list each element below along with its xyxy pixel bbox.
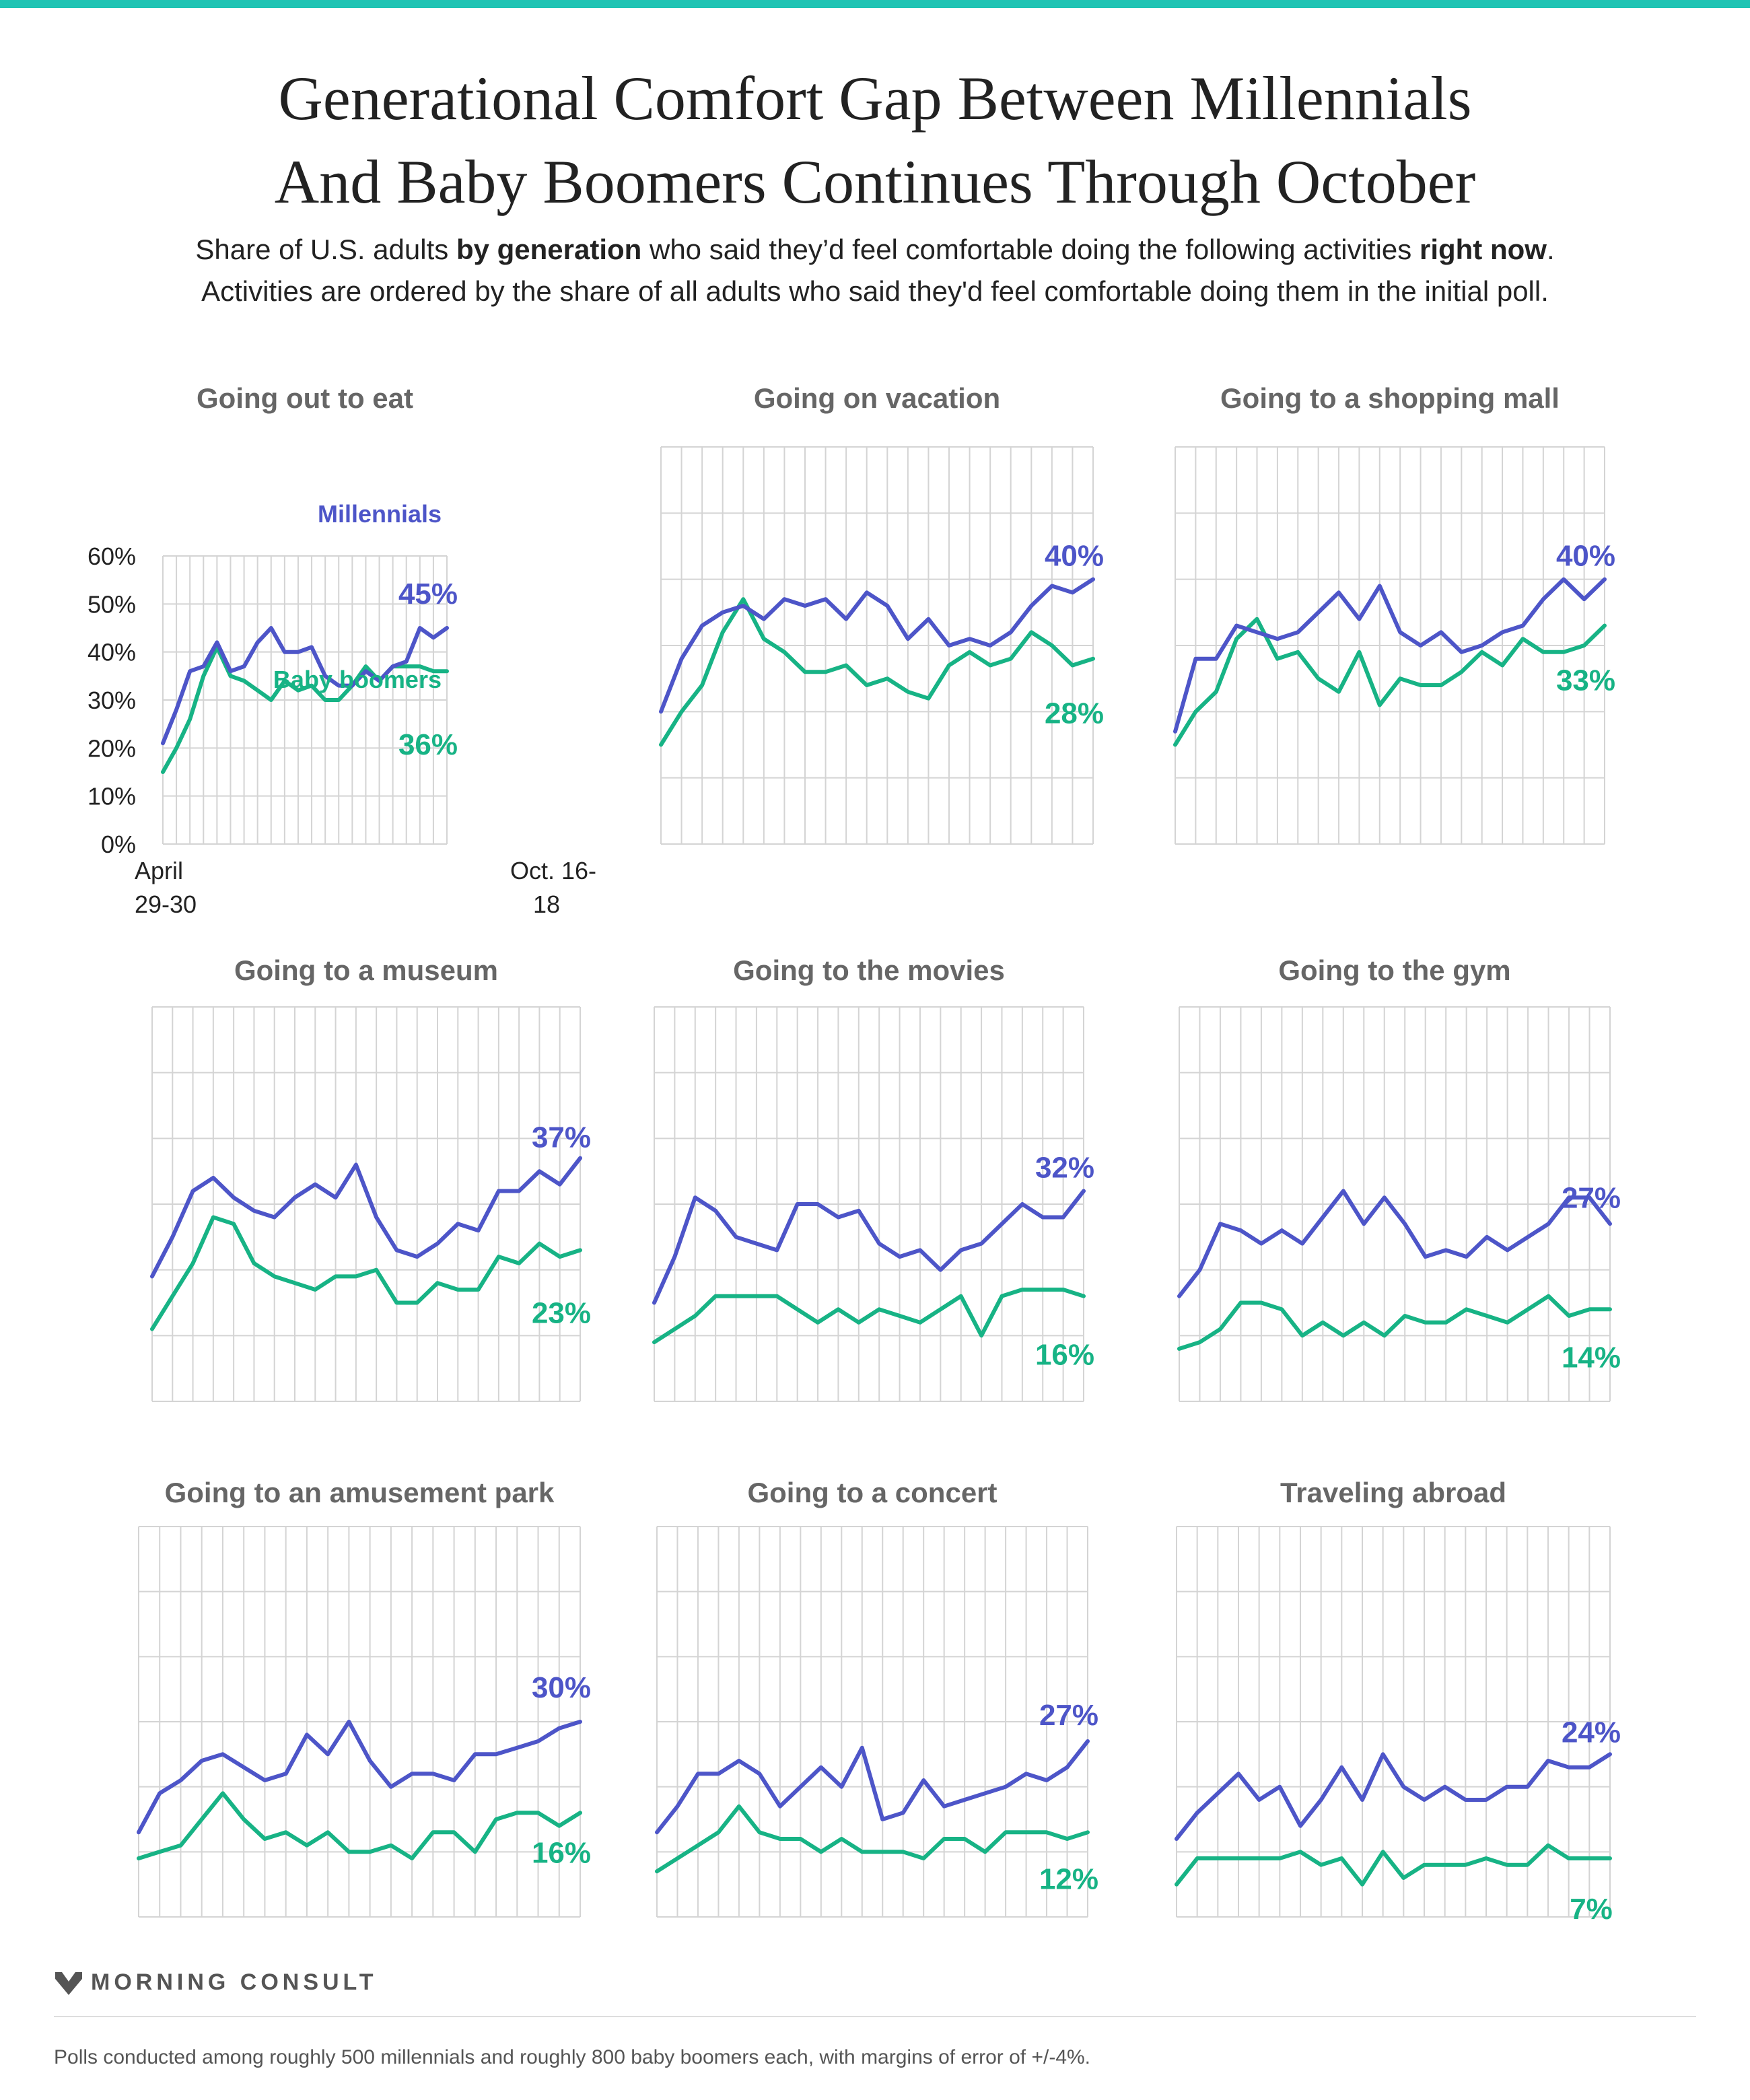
baby-boomers-line	[137, 1791, 582, 1860]
panel-title: Going to the gym	[1278, 954, 1510, 986]
subtitle-text: who said they’d feel comfortable doing t…	[641, 234, 1420, 265]
morning-consult-logo-icon	[55, 1972, 82, 1995]
millennials-line	[150, 1156, 582, 1279]
x-tick-label: Oct. 16-18	[510, 857, 596, 918]
panel-title: Going out to eat	[197, 382, 413, 414]
millennials-end-label: 45%	[398, 578, 458, 610]
chart-panel: Going out to eat 0% 10% 20% 30% 40% 50% 60% Apri…	[88, 382, 596, 918]
y-tick-label: 20%	[88, 734, 136, 762]
chart-panel: Going to the movies 16% 32%	[652, 954, 1094, 1402]
chart-panel: Going to the gym 14% 27%	[1177, 954, 1621, 1402]
millennials-series-label: Millennials	[318, 500, 442, 528]
baby-boomers-line	[1177, 1294, 1612, 1351]
brand-name: MORNING CONSULT	[91, 1969, 378, 1995]
y-tick-label: 10%	[88, 783, 136, 810]
chart-panel: Going to an amusement park 16% 30%	[137, 1477, 591, 1918]
panel-title: Going to a museum	[234, 954, 498, 986]
millennials-line	[655, 1739, 1090, 1835]
baby-boomers-line	[652, 1288, 1086, 1345]
millennials-line	[1173, 577, 1607, 734]
panel-title: Going on vacation	[754, 382, 1000, 414]
panel-title: Going to a concert	[747, 1477, 997, 1508]
subtitle-line-2: Activities are ordered by the share of a…	[201, 275, 1549, 307]
y-tick-label: 40%	[88, 639, 136, 666]
footnote: Polls conducted among roughly 500 millen…	[54, 2046, 1091, 2068]
millennials-end-label: 27%	[1562, 1181, 1621, 1214]
y-tick-label: 0%	[101, 831, 136, 858]
millennials-line	[1175, 1752, 1612, 1841]
baby-boomers-line	[161, 645, 449, 774]
millennials-line	[137, 1720, 582, 1835]
millennials-line	[659, 577, 1095, 714]
top-accent-bar	[0, 0, 1750, 8]
baby-boomers-series-label: Baby boomers	[273, 666, 442, 693]
baby-boomers-end-label: 36%	[398, 728, 458, 761]
baby-boomers-end-label: 7%	[1570, 1893, 1613, 1926]
millennials-end-label: 30%	[532, 1671, 591, 1704]
panel-title: Going to an amusement park	[165, 1477, 555, 1508]
chart-panel: Going to a shopping mall 33% 40%	[1173, 382, 1615, 845]
y-tick-label: 50%	[88, 590, 136, 618]
baby-boomers-end-label: 33%	[1556, 664, 1615, 697]
panel-title: Going to a shopping mall	[1220, 382, 1560, 414]
chart-title: Generational Comfort Gap Between Millenn…	[0, 57, 1750, 223]
millennials-end-label: 27%	[1039, 1699, 1098, 1732]
y-tick-label: 60%	[88, 542, 136, 570]
millennials-line	[652, 1189, 1086, 1305]
x-tick-label: April 29-30	[135, 857, 197, 918]
subtitle-line-1: Share of U.S. adults by generation who s…	[0, 229, 1750, 271]
chart-subtitle: Share of U.S. adults by generation who s…	[0, 229, 1750, 312]
subtitle-text: Share of U.S. adults	[195, 234, 456, 265]
millennials-end-label: 24%	[1562, 1716, 1621, 1749]
millennials-line	[1177, 1189, 1612, 1298]
subtitle-bold: by generation	[456, 234, 642, 265]
millennials-end-label: 32%	[1035, 1151, 1094, 1184]
baby-boomers-end-label: 12%	[1039, 1862, 1098, 1895]
millennials-end-label: 40%	[1045, 540, 1104, 573]
millennials-end-label: 40%	[1556, 540, 1615, 573]
baby-boomers-line	[1173, 617, 1607, 747]
baby-boomers-line	[150, 1215, 582, 1331]
title-line-1: Generational Comfort Gap Between Millenn…	[278, 64, 1472, 133]
baby-boomers-line	[1175, 1843, 1612, 1887]
millennials-end-label: 37%	[532, 1121, 591, 1154]
panel-title: Traveling abroad	[1280, 1477, 1506, 1508]
baby-boomers-end-label: 23%	[532, 1296, 591, 1329]
panel-title: Going to the movies	[733, 954, 1005, 986]
footer-divider	[54, 2016, 1696, 2017]
chart-panel: Going to a concert 12% 27%	[655, 1477, 1098, 1918]
title-line-2: And Baby Boomers Continues Through Octob…	[274, 147, 1476, 216]
subtitle-bold: right now	[1419, 234, 1547, 265]
baby-boomers-end-label: 28%	[1045, 697, 1104, 730]
chart-panel: Going to a museum 23% 37%	[150, 954, 591, 1402]
baby-boomers-end-label: 16%	[1035, 1339, 1094, 1372]
baby-boomers-end-label: 14%	[1562, 1341, 1621, 1374]
subtitle-text: .	[1546, 234, 1555, 265]
chart-panel: Traveling abroad 7% 24%	[1175, 1477, 1621, 1926]
y-tick-label: 30%	[88, 687, 136, 714]
baby-boomers-end-label: 16%	[532, 1836, 591, 1869]
chart-panel: Going on vacation 28% 40%	[659, 382, 1104, 845]
baby-boomers-line	[659, 597, 1095, 747]
baby-boomers-line	[655, 1804, 1090, 1874]
millennials-line	[161, 626, 449, 746]
